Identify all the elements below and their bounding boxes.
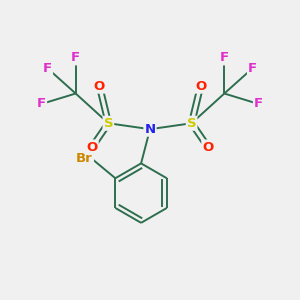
Text: Br: Br bbox=[76, 152, 93, 165]
Text: O: O bbox=[94, 80, 105, 93]
Text: N: N bbox=[144, 123, 156, 136]
Text: F: F bbox=[37, 98, 46, 110]
Text: O: O bbox=[86, 140, 98, 154]
Text: F: F bbox=[43, 62, 52, 75]
Text: F: F bbox=[248, 62, 257, 75]
Text: S: S bbox=[187, 117, 196, 130]
Text: F: F bbox=[71, 51, 80, 64]
Text: S: S bbox=[103, 117, 113, 130]
Text: F: F bbox=[220, 51, 229, 64]
Text: O: O bbox=[195, 80, 206, 93]
Text: O: O bbox=[202, 140, 214, 154]
Text: F: F bbox=[254, 98, 263, 110]
